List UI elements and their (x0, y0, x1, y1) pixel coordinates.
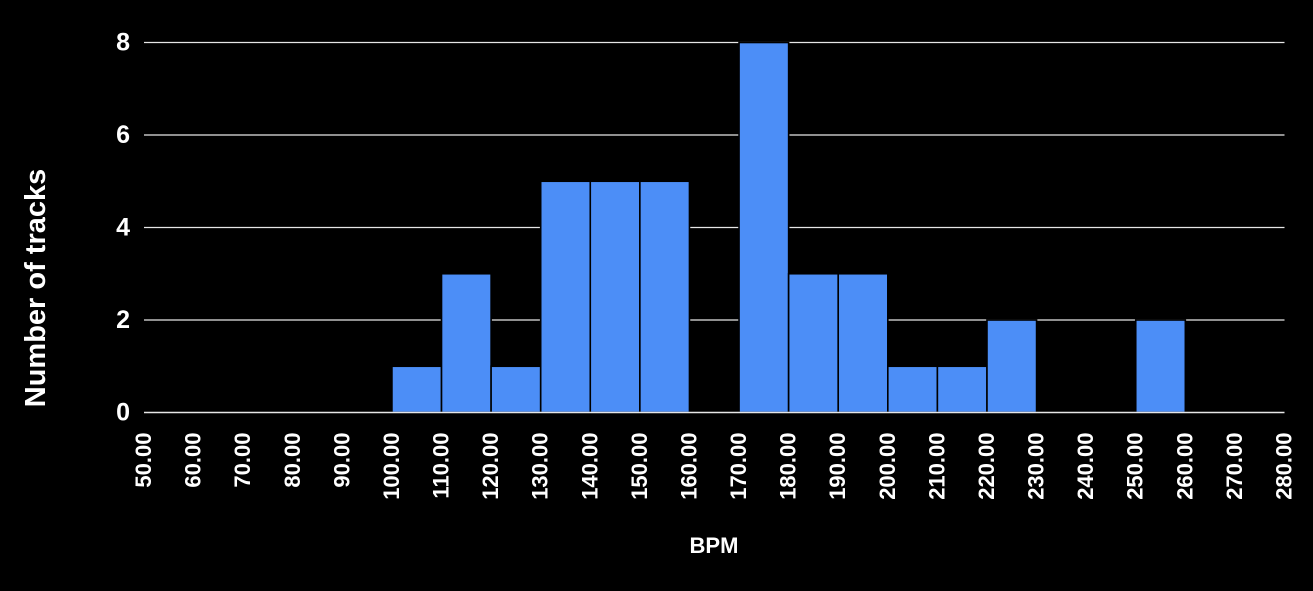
svg-text:130.00: 130.00 (528, 433, 553, 500)
svg-text:240.00: 240.00 (1073, 433, 1098, 500)
svg-text:200.00: 200.00 (875, 433, 900, 500)
svg-text:210.00: 210.00 (924, 433, 949, 500)
svg-text:BPM: BPM (690, 533, 739, 558)
svg-text:6: 6 (116, 121, 130, 149)
svg-text:50.00: 50.00 (131, 433, 156, 488)
svg-text:2: 2 (116, 306, 130, 334)
svg-text:4: 4 (116, 214, 130, 242)
svg-text:100.00: 100.00 (379, 433, 404, 500)
svg-text:180.00: 180.00 (776, 433, 801, 500)
svg-text:0: 0 (116, 399, 130, 427)
svg-text:80.00: 80.00 (280, 433, 305, 488)
svg-text:170.00: 170.00 (726, 433, 751, 500)
svg-text:Number of tracks: Number of tracks (20, 169, 52, 408)
svg-text:280.00: 280.00 (1272, 433, 1297, 500)
svg-text:190.00: 190.00 (825, 433, 850, 500)
svg-text:250.00: 250.00 (1123, 433, 1148, 500)
svg-text:60.00: 60.00 (181, 433, 206, 488)
svg-text:160.00: 160.00 (677, 433, 702, 500)
svg-text:110.00: 110.00 (429, 433, 454, 499)
svg-text:90.00: 90.00 (329, 433, 354, 488)
svg-text:150.00: 150.00 (627, 433, 652, 500)
svg-text:260.00: 260.00 (1172, 433, 1197, 500)
svg-text:220.00: 220.00 (974, 433, 999, 500)
svg-text:120.00: 120.00 (478, 432, 503, 499)
svg-text:230.00: 230.00 (1024, 433, 1049, 500)
svg-text:270.00: 270.00 (1222, 433, 1247, 500)
svg-text:140.00: 140.00 (577, 433, 602, 500)
svg-text:8: 8 (116, 29, 130, 57)
svg-text:70.00: 70.00 (230, 433, 255, 488)
